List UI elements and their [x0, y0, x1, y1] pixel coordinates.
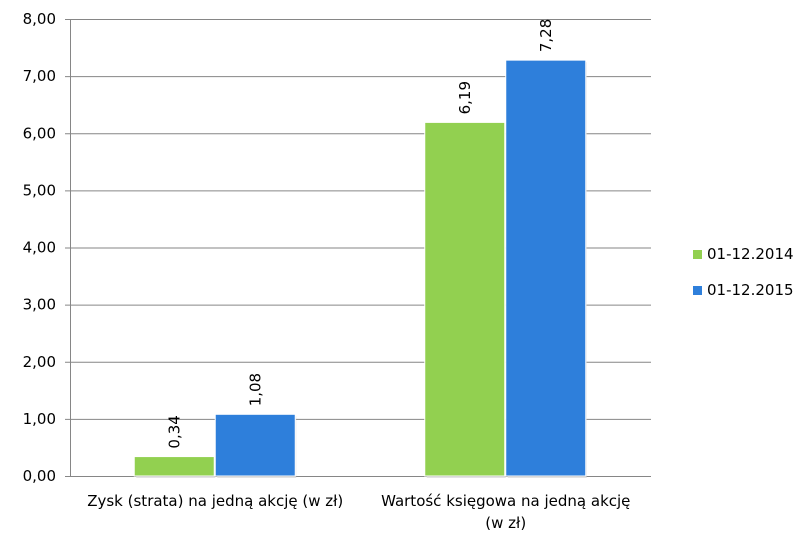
- bar-1-1: [133, 456, 215, 477]
- legend-label-series-1: 01-12.2014: [707, 245, 794, 263]
- bar-2-2: [505, 59, 587, 477]
- y-tick-label: 1,00: [23, 410, 56, 428]
- category-label: (w zł): [485, 514, 526, 532]
- legend-item-series-2: 01-12.2015: [693, 280, 794, 300]
- y-tick-label: 2,00: [23, 353, 56, 371]
- y-tick-label: 3,00: [23, 296, 56, 314]
- y-tick-label: 7,00: [23, 67, 56, 85]
- bar-1-2: [424, 121, 506, 477]
- data-label: 6,19: [456, 81, 474, 114]
- data-label: 1,08: [247, 373, 265, 406]
- data-label: 7,28: [537, 19, 555, 52]
- bar-2-1: [214, 413, 296, 477]
- y-tick-label: 0,00: [23, 467, 56, 485]
- legend-item-series-1: 01-12.2014: [693, 244, 794, 264]
- y-tick-label: 5,00: [23, 181, 56, 199]
- legend-label-series-2: 01-12.2015: [707, 281, 794, 299]
- y-tick-label: 8,00: [23, 10, 56, 28]
- y-tick-label: 6,00: [23, 124, 56, 142]
- legend-swatch-series-1: [693, 249, 702, 259]
- legend: 01-12.2014 01-12.2015: [693, 244, 794, 316]
- legend-swatch-series-2: [693, 285, 702, 295]
- y-tick-label: 4,00: [23, 239, 56, 257]
- data-label: 0,34: [166, 415, 184, 448]
- category-label: Zysk (strata) na jedną akcję (w zł): [87, 492, 343, 510]
- category-label: Wartość księgowa na jedną akcję: [381, 492, 630, 510]
